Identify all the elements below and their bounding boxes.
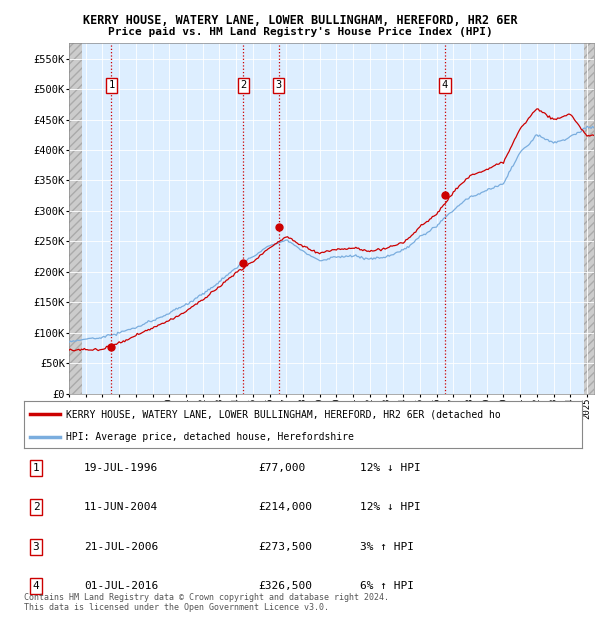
Text: 4: 4	[32, 581, 40, 591]
Text: £326,500: £326,500	[258, 581, 312, 591]
Text: 11-JUN-2004: 11-JUN-2004	[84, 502, 158, 512]
Text: 1: 1	[32, 463, 40, 473]
Text: 2: 2	[241, 81, 247, 91]
Text: 6% ↑ HPI: 6% ↑ HPI	[360, 581, 414, 591]
Text: 4: 4	[442, 81, 448, 91]
Text: £273,500: £273,500	[258, 542, 312, 552]
Text: £77,000: £77,000	[258, 463, 305, 473]
Text: HPI: Average price, detached house, Herefordshire: HPI: Average price, detached house, Here…	[66, 432, 354, 443]
Text: 3: 3	[32, 542, 40, 552]
Text: 3: 3	[275, 81, 282, 91]
Text: 21-JUL-2006: 21-JUL-2006	[84, 542, 158, 552]
Text: 01-JUL-2016: 01-JUL-2016	[84, 581, 158, 591]
Text: 12% ↓ HPI: 12% ↓ HPI	[360, 502, 421, 512]
Text: 2: 2	[32, 502, 40, 512]
Text: 12% ↓ HPI: 12% ↓ HPI	[360, 463, 421, 473]
Text: 19-JUL-1996: 19-JUL-1996	[84, 463, 158, 473]
Text: 3% ↑ HPI: 3% ↑ HPI	[360, 542, 414, 552]
Text: 1: 1	[109, 81, 115, 91]
Bar	[584, 43, 594, 394]
Text: Contains HM Land Registry data © Crown copyright and database right 2024.
This d: Contains HM Land Registry data © Crown c…	[24, 593, 389, 612]
Text: £214,000: £214,000	[258, 502, 312, 512]
Text: KERRY HOUSE, WATERY LANE, LOWER BULLINGHAM, HEREFORD, HR2 6ER (detached ho: KERRY HOUSE, WATERY LANE, LOWER BULLINGH…	[66, 409, 500, 419]
Bar	[69, 43, 82, 394]
Text: Price paid vs. HM Land Registry's House Price Index (HPI): Price paid vs. HM Land Registry's House …	[107, 27, 493, 37]
Text: KERRY HOUSE, WATERY LANE, LOWER BULLINGHAM, HEREFORD, HR2 6ER: KERRY HOUSE, WATERY LANE, LOWER BULLINGH…	[83, 14, 517, 27]
